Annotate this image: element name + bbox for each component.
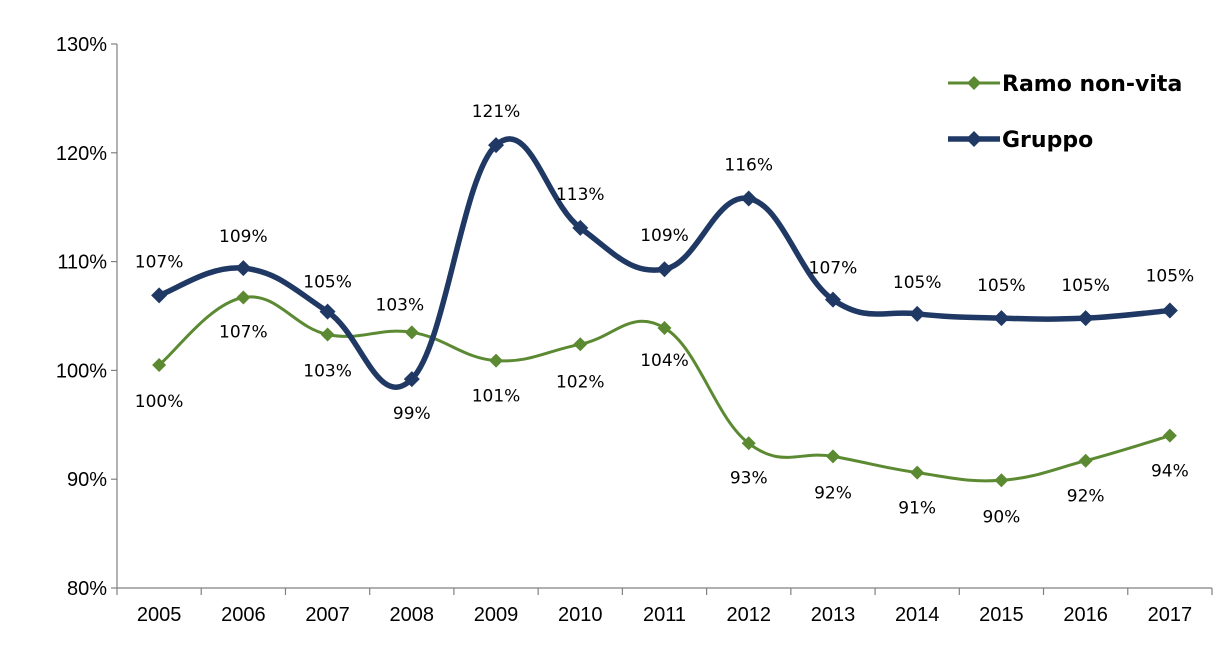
data-label: 94%: [1151, 462, 1189, 482]
data-point-marker: [825, 449, 840, 464]
x-tick-label: 2014: [895, 604, 940, 626]
data-point-marker: [152, 357, 167, 372]
series-gruppo: [151, 136, 1178, 390]
data-label: 105%: [1061, 276, 1110, 296]
data-label: 92%: [814, 483, 852, 503]
data-label: 92%: [1067, 487, 1105, 507]
data-point-marker: [909, 305, 926, 322]
data-point-marker: [573, 337, 588, 352]
data-label: 99%: [393, 404, 431, 424]
data-point-marker: [994, 473, 1009, 488]
y-tick-label: 130%: [56, 34, 107, 56]
x-tick-label: 2011: [643, 604, 686, 626]
legend-label: Ramo non-vita: [1002, 72, 1182, 97]
x-tick-label: 2007: [305, 604, 350, 626]
data-label: 113%: [556, 185, 605, 205]
x-tick-label: 2012: [726, 604, 771, 626]
data-label: 105%: [893, 273, 942, 293]
x-tick-label: 2006: [221, 604, 266, 626]
x-tick-label: 2009: [474, 604, 519, 626]
data-point-marker: [910, 465, 925, 480]
data-point-marker: [1161, 302, 1178, 319]
x-tick-label: 2005: [137, 604, 182, 626]
data-label: 105%: [1146, 267, 1195, 287]
data-label: 121%: [472, 102, 521, 122]
legend-label: Gruppo: [1002, 128, 1093, 153]
legend-item: Ramo non-vita: [948, 72, 1182, 97]
data-label: 105%: [977, 276, 1026, 296]
data-point-marker: [740, 190, 757, 207]
legend-marker: [966, 131, 982, 147]
x-tick-label: 2013: [811, 604, 856, 626]
data-label: 103%: [376, 295, 425, 315]
data-label: 107%: [219, 323, 268, 343]
y-tick-label: 110%: [57, 252, 107, 274]
data-point-marker: [236, 290, 251, 305]
y-tick-label: 100%: [56, 360, 107, 382]
data-label: 104%: [640, 351, 689, 371]
data-point-marker: [1078, 453, 1093, 468]
data-point-marker: [993, 310, 1010, 327]
data-point-marker: [488, 137, 505, 154]
data-point-marker: [151, 287, 168, 304]
x-tick-label: 2015: [979, 604, 1024, 626]
data-point-marker: [1162, 428, 1177, 443]
data-label: 107%: [809, 259, 858, 279]
data-label: 116%: [724, 155, 773, 175]
data-label: 105%: [303, 273, 352, 293]
x-tick-label: 2016: [1063, 604, 1108, 626]
legend-item: Gruppo: [948, 128, 1093, 153]
series-layer: [151, 136, 1178, 488]
data-point-marker: [1077, 310, 1094, 327]
data-label: 109%: [219, 227, 268, 247]
data-label: 107%: [135, 252, 184, 272]
data-point-marker: [824, 291, 841, 308]
data-label: 100%: [135, 392, 184, 412]
y-tick-label: 90%: [67, 469, 107, 491]
legend: Ramo non-vita Gruppo: [948, 72, 1182, 153]
data-point-marker: [572, 219, 589, 236]
data-label: 109%: [640, 226, 689, 246]
data-label: 101%: [472, 387, 521, 407]
data-label: 91%: [898, 499, 936, 519]
data-point-marker: [403, 371, 420, 388]
y-tick-label: 120%: [56, 143, 107, 165]
data-label: 93%: [730, 468, 768, 488]
data-label: 102%: [556, 372, 605, 392]
data-point-marker: [489, 353, 504, 368]
data-point-marker: [741, 436, 756, 451]
series-line: [158, 136, 1171, 390]
series-ramo-non-vita: [152, 290, 1177, 488]
data-point-marker: [319, 303, 336, 320]
data-label: 90%: [983, 507, 1021, 527]
data-point-marker: [404, 325, 419, 340]
data-point-marker: [235, 260, 252, 277]
axes: 80% 90% 100% 110% 120% 130% 2005 2006 2007 2008 20…: [56, 34, 1213, 626]
x-tick-label: 2010: [558, 604, 603, 626]
data-label: 103%: [303, 361, 352, 381]
data-point-marker: [656, 261, 673, 278]
data-point-marker: [657, 320, 672, 335]
y-tick-label: 80%: [67, 578, 107, 600]
data-labels: 100% 107% 103% 103% 101% 102% 104% 93% 92% 91% 90%…: [135, 102, 1194, 527]
x-tick-label: 2017: [1148, 604, 1193, 626]
legend-marker: [967, 76, 981, 90]
data-point-marker: [320, 327, 335, 342]
x-tick-label: 2008: [390, 604, 435, 626]
